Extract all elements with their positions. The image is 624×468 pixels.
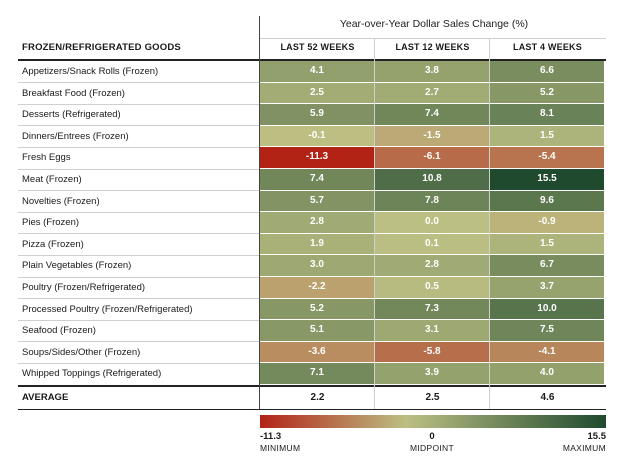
header-top-rule xyxy=(260,38,606,39)
heat-cell: 7.4 xyxy=(260,169,374,190)
row-label: Plain Vegetables (Frozen) xyxy=(22,260,132,272)
row-label: Pies (Frozen) xyxy=(22,217,80,229)
row-label: Desserts (Refrigerated) xyxy=(22,109,121,121)
scale-max-label: MAXIMUM xyxy=(562,443,606,453)
row-label: Breakfast Food (Frozen) xyxy=(22,87,125,99)
row-divider xyxy=(18,341,260,343)
heat-cell: -6.1 xyxy=(375,147,489,168)
heat-cell: 3.0 xyxy=(260,255,374,276)
average-label: AVERAGE xyxy=(22,392,69,403)
scale-max-value: 15.5 xyxy=(587,431,607,442)
row-divider xyxy=(18,233,260,235)
heat-cell: 2.5 xyxy=(260,82,374,104)
row-label: Novelties (Frozen) xyxy=(22,195,100,207)
heat-cell: 7.5 xyxy=(490,320,604,341)
row-divider xyxy=(18,276,260,278)
heat-cell: 3.1 xyxy=(375,320,489,341)
heat-cell: 5.2 xyxy=(490,82,604,104)
row-divider xyxy=(18,319,260,321)
heat-cell: -1.5 xyxy=(375,125,489,147)
column-header: LAST 52 WEEKS xyxy=(280,42,355,52)
average-value: 2.5 xyxy=(425,392,440,403)
heat-cell: -4.1 xyxy=(490,341,604,363)
scale-min-value: -11.3 xyxy=(260,431,282,442)
heat-cell: 7.3 xyxy=(375,298,489,320)
heat-cell: 1.5 xyxy=(490,233,604,255)
heat-cell: 6.6 xyxy=(490,61,604,82)
column-header: LAST 4 WEEKS xyxy=(513,42,582,52)
heat-cell: 1.9 xyxy=(260,233,374,255)
heat-cell: 3.8 xyxy=(375,61,489,82)
chart-title: Year-over-Year Dollar Sales Change (%) xyxy=(339,18,529,30)
heat-cell: 5.1 xyxy=(260,320,374,341)
column-divider xyxy=(259,16,260,409)
heat-cell: 1.5 xyxy=(490,125,604,147)
heat-cell: -5.4 xyxy=(490,147,604,168)
heat-cell: 5.9 xyxy=(260,104,374,125)
row-divider xyxy=(18,146,260,148)
heat-cell: 4.1 xyxy=(260,61,374,82)
row-divider xyxy=(18,190,260,192)
row-divider xyxy=(18,254,260,256)
header-bottom-rule xyxy=(18,59,606,61)
heat-cell: 7.1 xyxy=(260,363,374,384)
heat-cell: -0.1 xyxy=(260,125,374,147)
heat-cell: 3.9 xyxy=(375,363,489,384)
heat-cell: 6.7 xyxy=(490,255,604,276)
heat-cell: 5.2 xyxy=(260,298,374,320)
row-divider xyxy=(18,103,260,105)
heat-cell: -2.2 xyxy=(260,277,374,298)
heat-cell: 2.8 xyxy=(260,212,374,233)
column-header: LAST 12 WEEKS xyxy=(395,42,470,52)
row-label: Whipped Toppings (Refrigerated) xyxy=(22,368,162,380)
row-label: Dinners/Entrees (Frozen) xyxy=(22,130,129,142)
heat-cell: 9.6 xyxy=(490,190,604,212)
average-bottom-rule xyxy=(18,409,606,410)
row-label: Meat (Frozen) xyxy=(22,174,82,185)
heat-cell: 0.5 xyxy=(375,277,489,298)
heat-cell: 4.0 xyxy=(490,363,604,384)
row-divider xyxy=(18,362,260,364)
column-divider xyxy=(489,38,490,409)
heat-cell: -3.6 xyxy=(260,341,374,363)
row-divider xyxy=(18,298,260,300)
scale-min-label: MINIMUM xyxy=(260,443,301,453)
row-label: Seafood (Frozen) xyxy=(22,325,96,337)
heat-cell: -5.8 xyxy=(375,341,489,363)
heat-cell: 10.8 xyxy=(375,169,489,190)
average-top-rule xyxy=(18,385,606,387)
heat-cell: 0.1 xyxy=(375,233,489,255)
column-divider xyxy=(374,38,375,409)
row-label: Fresh Eggs xyxy=(22,152,71,164)
heat-cell: 8.1 xyxy=(490,104,604,125)
row-label: Pizza (Frozen) xyxy=(22,238,84,250)
scale-mid-label: MIDPOINT xyxy=(410,443,454,453)
row-header: FROZEN/REFRIGERATED GOODS xyxy=(22,42,181,53)
row-divider xyxy=(18,82,260,84)
color-scale-bar xyxy=(260,415,606,428)
average-value: 4.6 xyxy=(540,392,555,403)
heat-cell: 2.8 xyxy=(375,255,489,276)
scale-mid-value: 0 xyxy=(429,431,435,442)
row-label: Soups/Sides/Other (Frozen) xyxy=(22,346,141,358)
heat-cell: 2.7 xyxy=(375,82,489,104)
heat-cell: 0.0 xyxy=(375,212,489,233)
row-divider xyxy=(18,168,260,170)
heat-cell: 5.7 xyxy=(260,190,374,212)
row-label: Poultry (Frozen/Refrigerated) xyxy=(22,282,146,293)
heat-cell: -11.3 xyxy=(260,147,374,168)
average-value: 2.2 xyxy=(310,392,325,403)
heat-cell: 7.8 xyxy=(375,190,489,212)
row-label: Appetizers/Snack Rolls (Frozen) xyxy=(22,66,159,77)
heat-cell: -0.9 xyxy=(490,212,604,233)
row-divider xyxy=(18,125,260,127)
row-label: Processed Poultry (Frozen/Refrigerated) xyxy=(22,303,193,315)
heat-cell: 10.0 xyxy=(490,298,604,320)
row-divider xyxy=(18,211,260,213)
heat-cell: 3.7 xyxy=(490,277,604,298)
heat-cell: 7.4 xyxy=(375,104,489,125)
heat-cell: 15.5 xyxy=(490,169,604,190)
